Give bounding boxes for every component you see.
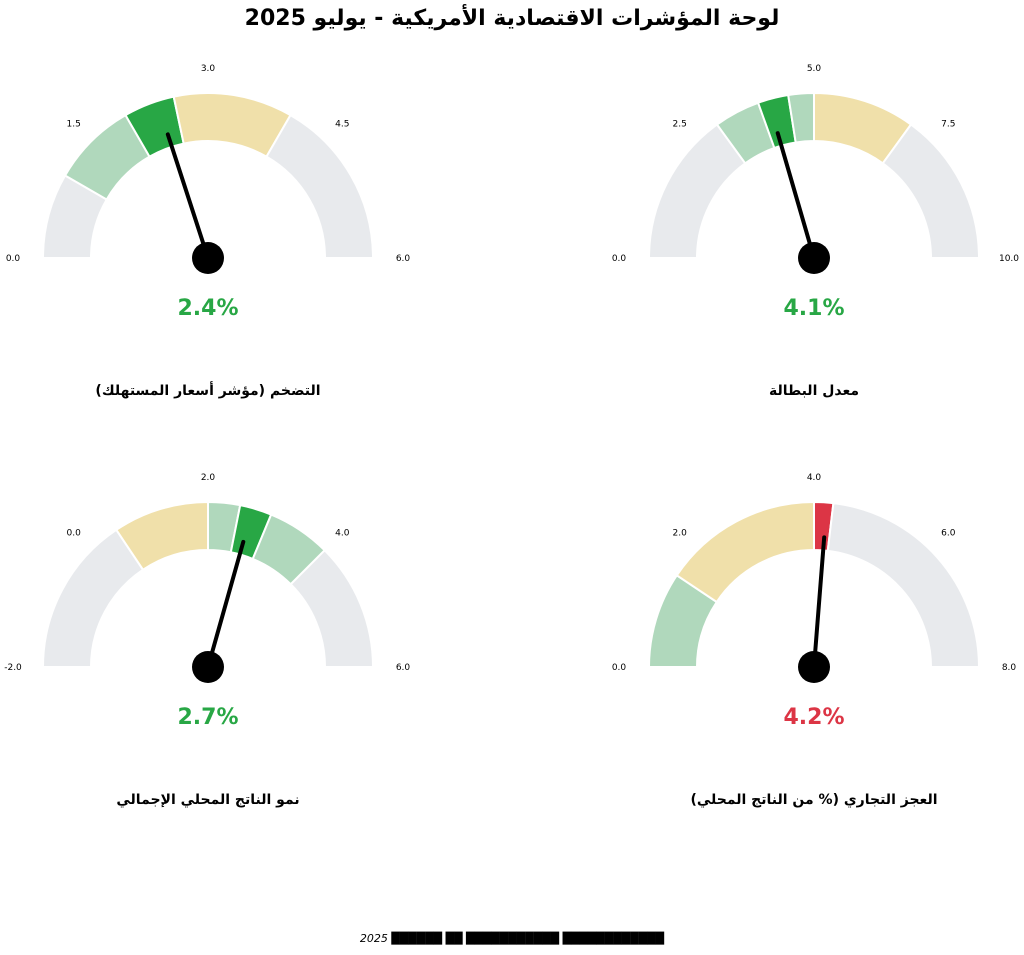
gauge-3: -2.0 0.0 2.0 4.0 6.0 2.7% نمو الناتج المحلي ال… bbox=[4, 473, 410, 808]
tick-label: -2.0 bbox=[4, 663, 22, 673]
tick-label: 6.0 bbox=[396, 254, 411, 264]
gauge-value: 4.1% bbox=[783, 296, 844, 321]
tick-label: 5.0 bbox=[807, 64, 822, 74]
tick-label: 3.0 bbox=[201, 64, 216, 74]
gauge-zone bbox=[881, 123, 981, 259]
tick-label: 2.0 bbox=[672, 529, 687, 539]
gauge-zone bbox=[826, 502, 981, 668]
gauge-zone bbox=[289, 548, 375, 668]
gauge-title: نمو الناتج المحلي الإجمالي bbox=[116, 792, 299, 808]
tick-label: 1.5 bbox=[66, 120, 80, 130]
gauge-4: 0.0 2.0 4.0 6.0 8.0 4.2% العجز التجاري (% من ا… bbox=[612, 473, 1017, 809]
gauge-zone bbox=[675, 500, 815, 604]
needle-hub bbox=[192, 651, 224, 683]
gauge-title: العجز التجاري (% من الناتج المحلي) bbox=[690, 792, 937, 809]
dashboard-title: لوحة المؤشرات الاقتصادية الأمريكية - يول… bbox=[244, 6, 780, 31]
gauge-1: 0.0 1.5 3.0 4.5 6.0 2.4% التضخم (مؤشر أسعار ال… bbox=[6, 64, 411, 399]
tick-label: 4.0 bbox=[335, 529, 350, 539]
gauge-value: 2.7% bbox=[177, 705, 238, 730]
footer-note: 2025 ██████ ██ ███████████ ████████████ bbox=[359, 932, 665, 945]
tick-label: 0.0 bbox=[612, 663, 627, 673]
tick-label: 4.5 bbox=[335, 120, 349, 130]
gauge-value: 2.4% bbox=[177, 296, 238, 321]
gauge-2: 0.0 2.5 5.0 7.5 10.0 4.1% معدل البطالة bbox=[612, 64, 1019, 399]
needle-hub bbox=[192, 242, 224, 274]
gauge-zone bbox=[265, 113, 375, 259]
tick-label: 6.0 bbox=[396, 663, 411, 673]
needle-hub bbox=[798, 651, 830, 683]
tick-label: 2.5 bbox=[672, 120, 686, 130]
tick-label: 4.0 bbox=[807, 473, 822, 483]
tick-label: 0.0 bbox=[612, 254, 627, 264]
gauge-needle bbox=[775, 131, 816, 260]
needle-hub bbox=[798, 242, 830, 274]
tick-label: 7.5 bbox=[941, 120, 955, 130]
gauge-title: معدل البطالة bbox=[769, 383, 859, 399]
gauge-needle bbox=[165, 132, 210, 260]
tick-label: 8.0 bbox=[1002, 663, 1017, 673]
gauge-title: التضخم (مؤشر أسعار المستهلك) bbox=[95, 381, 320, 399]
tick-label: 0.0 bbox=[6, 254, 21, 264]
tick-label: 0.0 bbox=[66, 529, 81, 539]
tick-label: 2.0 bbox=[201, 473, 216, 483]
gauge-needle bbox=[812, 535, 827, 669]
tick-label: 6.0 bbox=[941, 529, 956, 539]
gauge-zone bbox=[41, 528, 145, 668]
tick-label: 10.0 bbox=[999, 254, 1019, 264]
gauge-needle bbox=[206, 539, 246, 669]
gauge-value: 4.2% bbox=[783, 705, 844, 730]
